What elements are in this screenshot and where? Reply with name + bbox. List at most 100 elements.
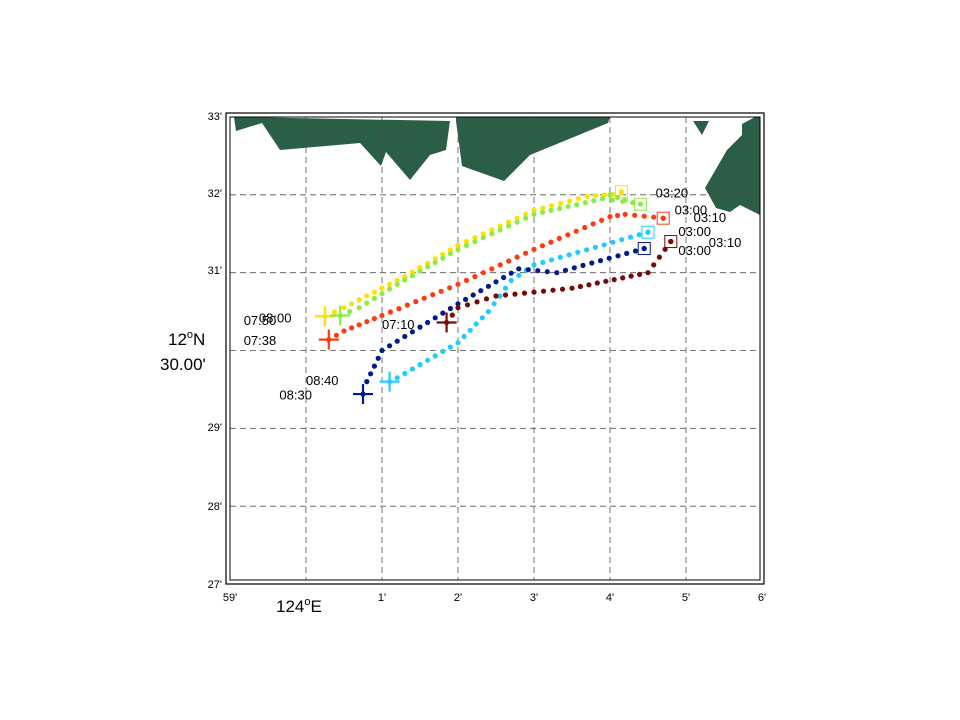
trajectory-point: [497, 223, 503, 229]
trajectory-point: [632, 248, 639, 254]
lat-center-minutes: 30.00': [160, 355, 206, 374]
trajectory-point: [480, 231, 486, 237]
trajectory-start-dot: [637, 201, 644, 207]
trajectory-point: [497, 293, 503, 299]
trajectory-point: [417, 268, 423, 274]
trajectory-point: [589, 260, 595, 266]
trajectory-point: [566, 252, 572, 258]
trajectory-point: [463, 242, 469, 248]
trajectory-point: [615, 212, 621, 219]
trajectory-point: [470, 292, 476, 298]
trajectory-point: [425, 357, 431, 363]
time-labels: 03:2003:0003:1003:0003:1003:0007:5008:00…: [244, 185, 742, 402]
lon-tick-1: 1': [378, 592, 386, 604]
trajectory-point: [565, 232, 571, 238]
trajectory-point: [620, 275, 626, 281]
trajectory-point: [558, 200, 564, 206]
trajectory-start-marker: [637, 242, 651, 256]
trajectory-point: [584, 247, 590, 253]
trajectory-point: [540, 205, 546, 211]
lat-center-deg: 12: [168, 330, 187, 349]
trajectory-point: [580, 262, 586, 268]
trajectory-point: [531, 207, 537, 213]
trajectory-point: [569, 285, 575, 291]
trajectory-point: [467, 327, 473, 333]
trajectory-point: [455, 340, 461, 346]
trajectory-point: [402, 370, 408, 376]
trajectory-point: [548, 207, 554, 213]
trajectory-point: [440, 255, 446, 261]
trajectory-point: [651, 262, 657, 268]
trajectory-point: [591, 198, 597, 204]
trajectory-point: [548, 257, 555, 263]
time-label: 03:00: [678, 224, 711, 239]
trajectory-point: [516, 272, 522, 278]
time-label: 07:50: [244, 313, 277, 328]
trajectory-point: [447, 285, 453, 291]
trajectory-point: [463, 277, 469, 283]
trajectory-point: [506, 223, 512, 229]
trajectory-point: [440, 348, 446, 355]
time-label: 08:30: [279, 388, 312, 403]
trajectory-point: [523, 211, 529, 217]
lon-tick-3: 3': [530, 592, 538, 604]
trajectory-point: [364, 300, 370, 306]
trajectory-point: [531, 211, 537, 217]
trajectory-point: [379, 347, 385, 354]
trajectory-point: [606, 255, 612, 261]
trajectory-point: [531, 262, 537, 268]
trajectory-point: [636, 232, 642, 238]
land-masses: [234, 117, 760, 215]
trajectory-point: [394, 375, 400, 381]
trajectory-point: [516, 266, 522, 272]
trajectory-point: [549, 203, 555, 209]
land-north-central: [456, 117, 610, 181]
trajectory-series-4: [353, 242, 651, 405]
trajectory-point: [544, 269, 550, 275]
trajectory-point: [480, 270, 486, 276]
trajectory-point: [493, 293, 499, 299]
time-label: 07:38: [244, 333, 277, 348]
lon-center-deg: 124: [276, 597, 304, 616]
trajectory-point: [413, 299, 419, 305]
trajectory-point: [432, 315, 438, 321]
trajectory-start-marker: [656, 211, 670, 225]
trajectory-point: [489, 231, 495, 237]
trajectory-point: [364, 379, 370, 385]
trajectory-start-dot: [668, 238, 674, 245]
trajectory-point: [387, 281, 393, 287]
trajectory-point: [615, 253, 621, 259]
trajectory-point: [607, 214, 613, 220]
trajectory-point: [491, 301, 497, 307]
lat-tick-31: 31': [208, 265, 222, 277]
trajectory-point: [535, 268, 541, 274]
trajectory-point: [489, 266, 495, 272]
trajectory-point: [485, 309, 491, 315]
lon-tick-4: 4': [606, 592, 614, 604]
trajectory-point: [506, 219, 512, 225]
trajectory-start-marker: [641, 225, 655, 239]
trajectory-point: [622, 211, 628, 217]
trajectory-point: [333, 332, 339, 338]
trajectory-point: [430, 292, 436, 298]
map-frame-outer: [225, 112, 765, 585]
trajectory-point: [624, 250, 630, 256]
lon-tick-5: 5': [682, 592, 690, 604]
trajectory-point: [455, 242, 461, 248]
lat-center-degree-symbol: o: [187, 329, 193, 341]
trajectory-point: [364, 319, 370, 325]
trajectory-point: [523, 215, 529, 221]
trajectory-point: [489, 227, 495, 233]
trajectory-point: [502, 285, 509, 291]
lat-tick-labels: 33' 32' 31' 29' 28' 27': [208, 111, 222, 591]
trajectory-point: [417, 362, 423, 368]
trajectory-series-3: [379, 225, 655, 392]
trajectory-point: [508, 270, 514, 276]
lon-center-hemisphere: E: [311, 597, 322, 616]
trajectory-point: [637, 271, 643, 277]
trajectory-point: [497, 227, 503, 233]
trajectory-point: [523, 250, 529, 256]
lon-tick-59: 59': [223, 592, 237, 604]
trajectory-point: [521, 290, 528, 296]
trajectory-point: [574, 202, 580, 208]
